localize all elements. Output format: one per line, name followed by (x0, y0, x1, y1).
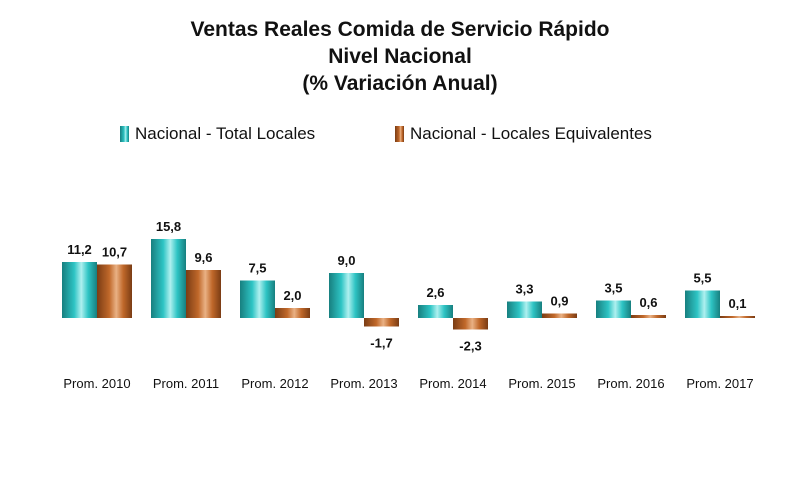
legend-label-locales-equivalentes: Nacional - Locales Equivalentes (410, 124, 652, 143)
data-label-locales-equivalentes-4: -1,7 (370, 336, 392, 351)
legend-swatch-locales-equivalentes (395, 126, 404, 142)
x-tick-label-2: Prom. 2011 (153, 376, 219, 391)
bar-total-locales-5 (418, 305, 453, 318)
data-label-locales-equivalentes-2: 9,6 (194, 250, 212, 265)
x-tick-label-4: Prom. 2013 (330, 376, 397, 391)
legend-swatch-total-locales (120, 126, 129, 142)
bar-locales-equivalentes-2 (186, 270, 221, 318)
data-label-locales-equivalentes-8: 0,1 (728, 296, 746, 311)
legend-item-locales-equivalentes: Nacional - Locales Equivalentes (395, 124, 652, 144)
data-label-locales-equivalentes-6: 0,9 (550, 294, 568, 309)
data-label-total-locales-6: 3,3 (515, 282, 533, 297)
data-label-total-locales-3: 7,5 (248, 261, 266, 276)
bar-locales-equivalentes-5 (453, 318, 488, 330)
legend-label-total-locales: Nacional - Total Locales (135, 124, 316, 143)
data-label-total-locales-8: 5,5 (693, 271, 711, 286)
data-label-locales-equivalentes-1: 10,7 (102, 245, 127, 260)
data-label-total-locales-4: 9,0 (337, 253, 355, 268)
bar-locales-equivalentes-7 (631, 315, 666, 318)
data-label-locales-equivalentes-5: -2,3 (459, 339, 481, 354)
data-label-total-locales-2: 15,8 (156, 219, 181, 234)
chart-legend: Nacional - Total Locales Nacional - Loca… (0, 124, 800, 146)
legend-item-total-locales: Nacional - Total Locales (120, 124, 315, 144)
bar-total-locales-6 (507, 301, 542, 318)
data-label-locales-equivalentes-7: 0,6 (639, 295, 657, 310)
bar-total-locales-1 (62, 262, 97, 318)
bar-locales-equivalentes-6 (542, 313, 577, 318)
x-tick-label-3: Prom. 2012 (241, 376, 308, 391)
bar-total-locales-4 (329, 273, 364, 318)
data-label-locales-equivalentes-3: 2,0 (283, 288, 301, 303)
bar-total-locales-3 (240, 280, 275, 318)
chart-title-line-3: (% Variación Anual) (302, 72, 498, 95)
bar-locales-equivalentes-1 (97, 264, 132, 318)
x-tick-label-8: Prom. 2017 (686, 376, 753, 391)
x-tick-label-6: Prom. 2015 (508, 376, 575, 391)
data-label-total-locales-7: 3,5 (604, 281, 622, 296)
bar-locales-equivalentes-4 (364, 318, 399, 327)
bar-total-locales-8 (685, 290, 720, 318)
x-tick-label-1: Prom. 2010 (63, 376, 130, 391)
chart-title-line-1: Ventas Reales Comida de Servicio Rápido (190, 18, 610, 41)
bar-total-locales-7 (596, 300, 631, 318)
data-label-total-locales-1: 11,2 (67, 242, 92, 257)
bar-total-locales-2 (151, 239, 186, 318)
x-tick-label-7: Prom. 2016 (597, 376, 664, 391)
x-tick-label-5: Prom. 2014 (419, 376, 486, 391)
chart-title-line-2: Nivel Nacional (328, 45, 472, 68)
data-label-total-locales-5: 2,6 (426, 285, 444, 300)
bar-locales-equivalentes-3 (275, 308, 310, 318)
bar-locales-equivalentes-8 (720, 316, 755, 318)
